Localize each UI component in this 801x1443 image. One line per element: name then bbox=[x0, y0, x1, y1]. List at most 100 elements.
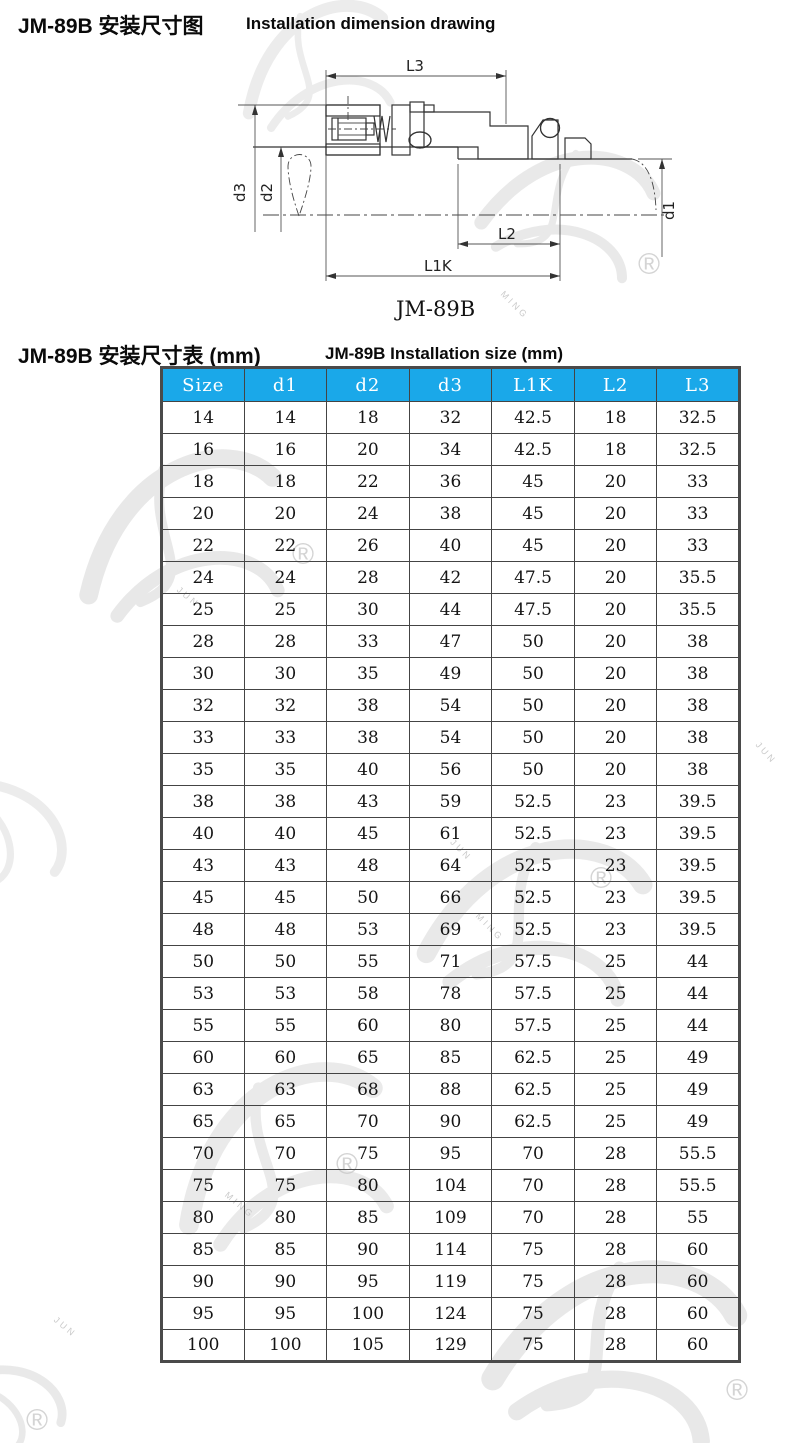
table-cell: 38 bbox=[408, 497, 493, 530]
table-cell: 25 bbox=[573, 1041, 658, 1074]
table-cell: 28 bbox=[573, 1265, 658, 1298]
table-cell: 78 bbox=[408, 977, 493, 1010]
table-cell: 100 bbox=[326, 1297, 410, 1330]
table-cell: 65 bbox=[326, 1041, 410, 1074]
table-cell: 100 bbox=[161, 1329, 245, 1362]
table-cell: 38 bbox=[656, 753, 740, 786]
table-cell: 28 bbox=[573, 1233, 658, 1266]
watermark-word: JUN bbox=[753, 739, 779, 767]
table-cell: 33 bbox=[656, 529, 740, 562]
table-cell: 66 bbox=[408, 881, 493, 914]
installation-dimension-drawing: L3 d3 d2 d1 L2 bbox=[231, 57, 678, 321]
o-ring bbox=[408, 131, 432, 149]
table-cell: 32.5 bbox=[656, 433, 740, 466]
table-cell: 28 bbox=[326, 561, 410, 594]
table-row: 53 53 58 78 57.5 25 44 bbox=[161, 977, 740, 1010]
table-cell: 20 bbox=[573, 625, 658, 658]
table-row: 14 14 18 32 42.5 18 32.5 bbox=[161, 401, 740, 434]
table-cell: 62.5 bbox=[491, 1105, 575, 1138]
header-cell-d3: d3 bbox=[408, 367, 493, 402]
table-cell: 45 bbox=[161, 881, 245, 914]
table-cell: 35.5 bbox=[656, 593, 740, 626]
table-cell: 40 bbox=[243, 817, 328, 850]
table-cell: 63 bbox=[243, 1073, 328, 1106]
table-row: 38 38 43 59 52.5 23 39.5 bbox=[161, 785, 740, 818]
dim-d3: d3 bbox=[231, 104, 326, 232]
table-cell: 85 bbox=[161, 1233, 245, 1266]
table-cell: 71 bbox=[408, 945, 493, 978]
table-cell: 33 bbox=[161, 721, 245, 754]
table-cell: 53 bbox=[326, 913, 410, 946]
dim-label-d3: d3 bbox=[231, 183, 249, 202]
table-cell: 58 bbox=[326, 977, 410, 1010]
table-cell: 44 bbox=[656, 945, 740, 978]
header-cell-d1: d1 bbox=[243, 367, 328, 402]
table-cell: 52.5 bbox=[491, 849, 575, 882]
table-cell: 20 bbox=[573, 689, 658, 722]
table-cell: 64 bbox=[408, 849, 493, 882]
table-cell: 50 bbox=[491, 721, 575, 754]
table-row: 35 35 40 56 50 20 38 bbox=[161, 753, 740, 786]
table-cell: 28 bbox=[573, 1201, 658, 1234]
table-cell: 65 bbox=[243, 1105, 328, 1138]
table-cell: 25 bbox=[573, 977, 658, 1010]
table-cell: 65 bbox=[161, 1105, 245, 1138]
table-cell: 38 bbox=[326, 689, 410, 722]
table-row: 100 100 105 129 75 28 60 bbox=[161, 1329, 740, 1362]
table-cell: 95 bbox=[161, 1297, 245, 1330]
table-cell: 20 bbox=[161, 497, 245, 530]
table-cell: 22 bbox=[243, 529, 328, 562]
table-cell: 36 bbox=[408, 465, 493, 498]
table-cell: 28 bbox=[573, 1329, 658, 1362]
table-cell: 18 bbox=[243, 465, 328, 498]
table-cell: 38 bbox=[656, 625, 740, 658]
table-title-zh: JM-89B 安装尺寸表 (mm) bbox=[18, 345, 261, 368]
table-cell: 47 bbox=[408, 625, 493, 658]
table-cell: 39.5 bbox=[656, 881, 740, 914]
table-row: 55 55 60 80 57.5 25 44 bbox=[161, 1009, 740, 1042]
table-cell: 18 bbox=[326, 401, 410, 434]
table-cell: 80 bbox=[161, 1201, 245, 1234]
table-cell: 55 bbox=[326, 945, 410, 978]
table-row: 40 40 45 61 52.5 23 39.5 bbox=[161, 817, 740, 850]
table-row: 63 63 68 88 62.5 25 49 bbox=[161, 1073, 740, 1106]
table-cell: 44 bbox=[656, 977, 740, 1010]
dim-label-d2: d2 bbox=[258, 183, 276, 202]
table-cell: 50 bbox=[491, 625, 575, 658]
table-cell: 24 bbox=[326, 497, 410, 530]
watermark-swirl bbox=[0, 1322, 95, 1443]
table-row: 32 32 38 54 50 20 38 bbox=[161, 689, 740, 722]
table-row: 60 60 65 85 62.5 25 49 bbox=[161, 1041, 740, 1074]
table-row: 48 48 53 69 52.5 23 39.5 bbox=[161, 913, 740, 946]
table-cell: 52.5 bbox=[491, 881, 575, 914]
table-cell: 50 bbox=[243, 945, 328, 978]
table-row: 20 20 24 38 45 20 33 bbox=[161, 497, 740, 530]
table-cell: 38 bbox=[161, 785, 245, 818]
table-cell: 105 bbox=[326, 1329, 410, 1362]
table-cell: 55 bbox=[161, 1009, 245, 1042]
table-cell: 53 bbox=[161, 977, 245, 1010]
table-cell: 22 bbox=[161, 529, 245, 562]
table-cell: 28 bbox=[243, 625, 328, 658]
table-cell: 38 bbox=[656, 721, 740, 754]
dim-d2: d2 bbox=[258, 147, 284, 232]
table-cell: 57.5 bbox=[491, 945, 575, 978]
header-cell-L1K: L1K bbox=[491, 367, 575, 402]
table-row: 33 33 38 54 50 20 38 bbox=[161, 721, 740, 754]
table-cell: 49 bbox=[656, 1041, 740, 1074]
table-cell: 119 bbox=[408, 1265, 493, 1298]
table-row: 95 95 100 124 75 28 60 bbox=[161, 1297, 740, 1330]
table-cell: 35 bbox=[161, 753, 245, 786]
table-cell: 18 bbox=[573, 401, 658, 434]
table-cell: 60 bbox=[656, 1297, 740, 1330]
table-cell: 52.5 bbox=[491, 785, 575, 818]
table-cell: 57.5 bbox=[491, 1009, 575, 1042]
table-cell: 25 bbox=[573, 1105, 658, 1138]
table-row: 25 25 30 44 47.5 20 35.5 bbox=[161, 593, 740, 626]
table-cell: 25 bbox=[573, 1073, 658, 1106]
table-cell: 52.5 bbox=[491, 913, 575, 946]
table-cell: 30 bbox=[243, 657, 328, 690]
table-cell: 33 bbox=[243, 721, 328, 754]
table-cell: 59 bbox=[408, 785, 493, 818]
table-cell: 14 bbox=[243, 401, 328, 434]
